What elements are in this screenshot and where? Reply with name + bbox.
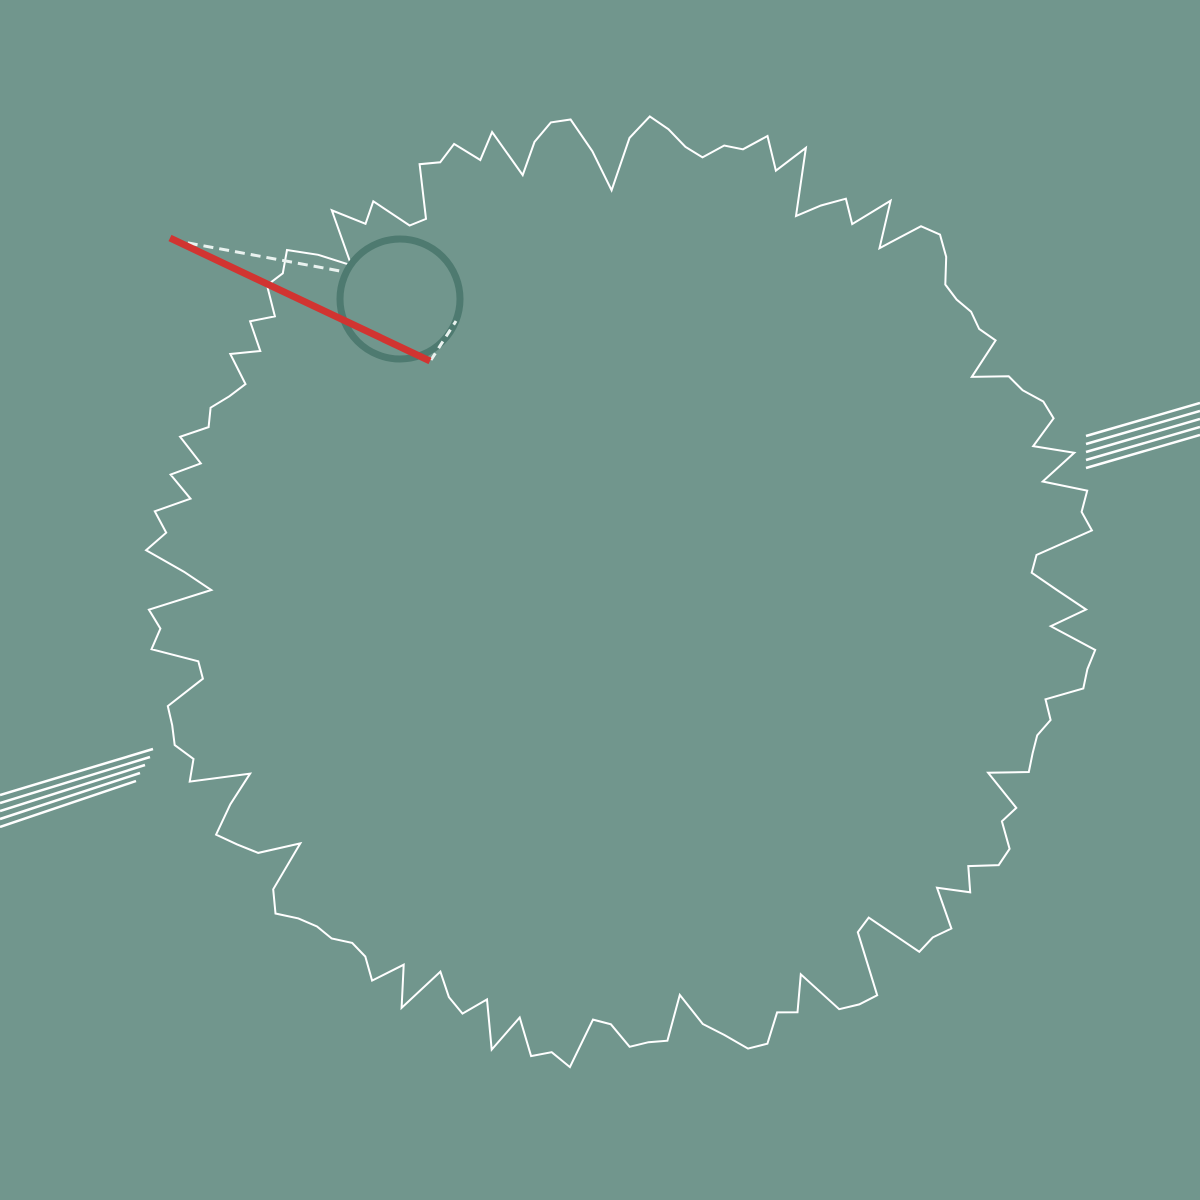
ring-pivot-icon[interactable] — [336, 235, 464, 363]
guide-dashed-line — [171, 238, 341, 273]
aim-line[interactable] — [168, 234, 432, 365]
guide-dashed-line-short — [429, 320, 458, 361]
jagged-boundary-outline — [144, 115, 1097, 1069]
connector-track-east — [1085, 401, 1200, 470]
connector-track-west — [0, 747, 154, 829]
